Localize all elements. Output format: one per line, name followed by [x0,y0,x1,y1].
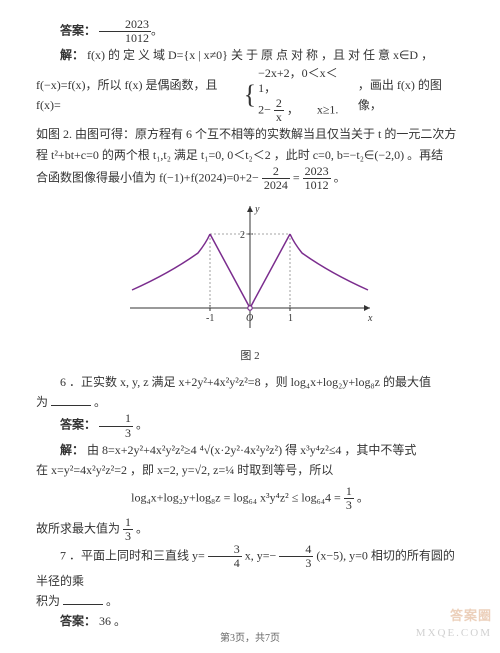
q5-ans-label: 答案： [60,23,96,37]
figure-2: -1 O 1 2 y x [36,198,464,344]
q5-sol-3: 如图 2. 由图可得：原方程有 6 个互不相等的实数解当且仅当关于 t 的一元二… [36,124,464,165]
q5-ans-frac: 2023 1012 [99,18,151,45]
q6-eq: log₄x+log₂y+log₈z = log₆₄ x³y⁴z² ≤ log₆₄… [36,485,464,512]
q5-sol-4: 合函数图像得最小值为 f(−1)+f(2024)=0+2− 22024 = 20… [36,165,464,192]
svg-text:1: 1 [288,313,293,324]
q7-answer: 答案： 36 。 [36,611,464,631]
svg-text:2: 2 [240,230,245,241]
q5-answer: 答案： 2023 1012 。 [36,18,464,45]
q6-sol-1: 解： 由 8=x+2y²+4x²y²z²≥4 ⁴√(x·2y²·4x²y²z²)… [36,440,464,460]
q7-stem-2: 积为 。 [36,591,464,611]
figure-2-caption: 图 2 [36,347,464,366]
q7-stem-1: 7 ．平面上同时和三直线 y= 34 x, y=− 43 (x−5), y=0 … [36,543,464,591]
svg-text:-1: -1 [206,313,214,324]
svg-text:O: O [246,313,253,324]
q5-sol-1: 解： f(x) 的 定 义 域 D={x | x≠0} 关 于 原 点 对 称 … [36,45,464,65]
svg-text:y: y [254,204,260,215]
q6-answer: 答案： 13 。 [36,412,464,439]
q6-stem-1: 6 ．正实数 x, y, z 满足 x+2y²+4x²y²z²=8 ，则 log… [36,372,464,392]
svg-text:x: x [367,313,373,324]
q6-stem-2: 为 。 [36,392,464,412]
watermark-2: MXQE.COM [416,624,492,643]
q6-sol-3: 故所求最大值为 13 。 [36,516,464,543]
fill-blank [51,394,91,406]
q5-sol-2: f(−x)=f(x)，所以 f(x) 是偶函数，且 f(x)= { −2x+2，… [36,66,464,125]
q6-sol-2: 在 x=y²=4x²y²z²=2 ，即 x=2, y=√2, z=¼ 时取到等号… [36,460,464,480]
brace-icon: { [244,82,256,108]
fill-blank [63,593,103,605]
